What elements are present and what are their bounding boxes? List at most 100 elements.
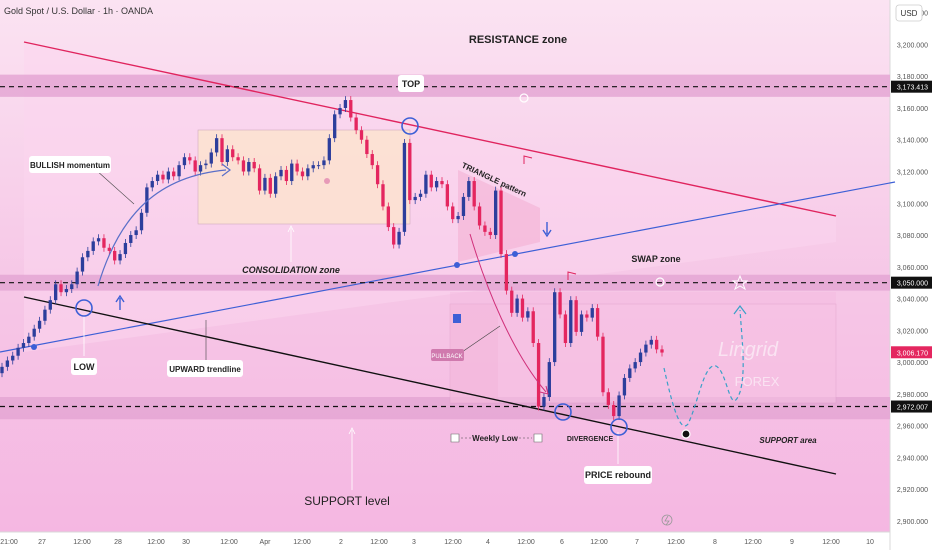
candle-body xyxy=(59,284,63,293)
candle-body xyxy=(327,138,331,161)
x-tick-label: 4 xyxy=(486,539,490,546)
projection-arrow-icon xyxy=(733,305,747,315)
candle-body xyxy=(64,289,69,293)
upward-trendline-label: UPWARD trendline xyxy=(169,365,241,374)
candle-body xyxy=(155,174,160,182)
x-tick-label: 12:00 xyxy=(220,539,238,546)
y-tick-label: 3,020.000 xyxy=(897,328,928,335)
x-tick-label: Apr xyxy=(260,539,272,546)
candle-body xyxy=(510,290,514,313)
support-level-label: SUPPORT level xyxy=(304,494,390,508)
current-price-badge-text: 3,006.170 xyxy=(897,350,928,357)
check-icon-2 xyxy=(533,433,543,443)
eye-icon xyxy=(681,429,691,439)
candle-body xyxy=(236,157,240,161)
candle-body xyxy=(595,308,600,337)
candle-body xyxy=(306,168,310,177)
candle-body xyxy=(418,193,423,197)
x-axis[interactable]: 21:00 27 12:00 28 12:00 30 12:00 Apr 12:00 2 12:00… xyxy=(0,539,874,546)
trend-touch-marker-2 xyxy=(454,262,460,268)
candle-body xyxy=(150,181,154,188)
candle-body xyxy=(633,362,637,369)
candle-body xyxy=(32,328,36,337)
watermark-forex: FOREX xyxy=(735,374,780,389)
price-level-badge xyxy=(891,80,932,93)
trend-touch-marker-1 xyxy=(31,344,37,350)
candle-body xyxy=(483,225,487,232)
candle-body xyxy=(204,163,208,166)
candle-body xyxy=(547,362,551,398)
candle-body xyxy=(359,130,364,140)
x-tick-label: 12:00 xyxy=(147,539,165,546)
y-tick-label: 3,060.000 xyxy=(897,265,928,272)
x-tick-label: 21:00 xyxy=(0,539,18,546)
low-marker xyxy=(75,299,93,317)
consolidation-zone-label: CONSOLIDATION zone xyxy=(242,265,340,275)
candle-body xyxy=(279,169,283,177)
candle-body xyxy=(161,174,165,180)
emoji-icon-2 xyxy=(655,277,665,287)
x-tick-label: 7 xyxy=(635,539,639,546)
price-badges: 3,173.413 3,050.000 2,972.007 3,006.170 xyxy=(891,80,932,413)
consolidation-pointer-icon xyxy=(287,225,295,233)
y-tick-label: 3,120.000 xyxy=(897,170,928,177)
candle-body xyxy=(585,314,589,318)
candle-body xyxy=(80,257,85,272)
candle-body xyxy=(284,169,289,182)
candle-body xyxy=(622,377,627,396)
current-price-badge xyxy=(891,346,932,359)
top-label: TOP xyxy=(402,79,420,89)
candle-body xyxy=(300,171,305,177)
x-tick-label: 12:00 xyxy=(444,539,462,546)
candle-body xyxy=(365,139,369,155)
support-level-pointer-icon xyxy=(348,427,356,435)
x-tick-label: 2 xyxy=(339,539,343,546)
candle-body xyxy=(5,360,10,367)
snail-icon xyxy=(324,178,330,184)
momentum-arrow xyxy=(97,169,227,287)
low-label-box xyxy=(71,358,97,375)
candle-body xyxy=(601,336,605,393)
candle-body xyxy=(166,171,171,180)
x-tick-label: 12:00 xyxy=(744,539,762,546)
candle-body xyxy=(273,176,278,194)
candle-body xyxy=(472,181,476,207)
bullish-momentum-box xyxy=(29,156,111,173)
price-rebound-label: PRICE rebound xyxy=(585,470,651,480)
candle-body xyxy=(569,300,573,344)
lightning-bolt xyxy=(664,515,670,526)
pullback-label: PULLBACK xyxy=(431,354,462,360)
candle-body xyxy=(252,161,256,169)
candle-body xyxy=(349,100,353,118)
candle-body xyxy=(333,114,337,139)
candle-body xyxy=(606,392,611,405)
candle-body xyxy=(429,174,433,188)
candle-body xyxy=(343,100,348,108)
resistance-zone-label: RESISTANCE zone xyxy=(469,34,567,46)
candle-body xyxy=(91,241,95,251)
candle-body xyxy=(16,347,20,356)
top-marker xyxy=(401,117,419,135)
pullback-tag xyxy=(431,349,464,361)
candle-body xyxy=(574,300,578,332)
candle-body xyxy=(0,366,4,374)
trend-touch-marker-3 xyxy=(512,251,518,257)
candle-body xyxy=(386,206,391,228)
y-tick-label: 3,180.000 xyxy=(897,74,928,81)
y-tick-label: 3,040.000 xyxy=(897,297,928,304)
x-tick-label: 27 xyxy=(38,539,46,546)
candle-body xyxy=(102,238,106,248)
candle-body xyxy=(11,355,15,361)
currency-box[interactable] xyxy=(895,4,923,22)
time-axis-panel xyxy=(0,532,890,550)
candle-body xyxy=(268,177,272,194)
x-tick-label: 9 xyxy=(790,539,794,546)
x-tick-label: 30 xyxy=(182,539,190,546)
candle-body xyxy=(563,314,568,344)
price-level-badge xyxy=(891,276,932,289)
candle-body xyxy=(456,215,460,220)
candle-body xyxy=(86,250,90,258)
candle-body xyxy=(397,231,401,245)
candle-body xyxy=(220,138,224,162)
